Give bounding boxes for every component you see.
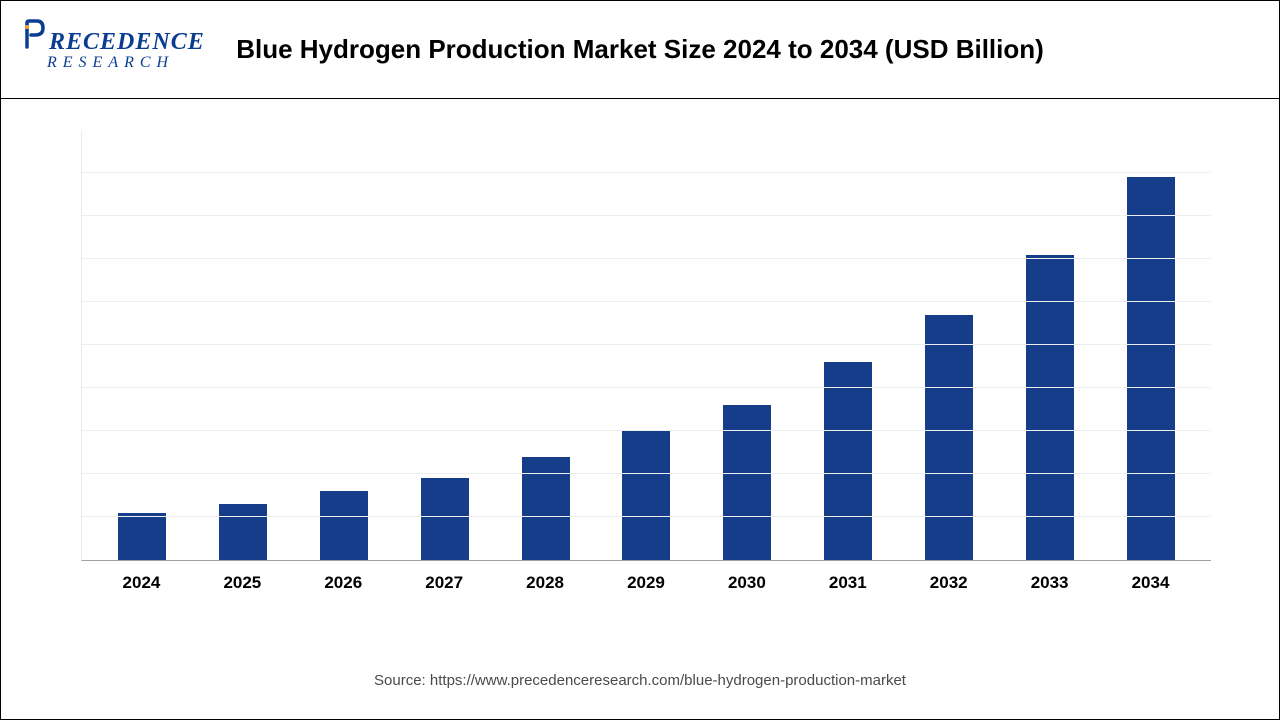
bar-slot <box>899 131 1000 560</box>
bar <box>622 431 670 560</box>
bar-slot <box>798 131 899 560</box>
bar-slot <box>697 131 798 560</box>
gridline <box>82 301 1211 302</box>
bar-slot <box>193 131 294 560</box>
bar <box>1127 177 1175 560</box>
bar <box>320 491 368 560</box>
bar-slot <box>495 131 596 560</box>
logo-line1: RECEDENCE <box>21 19 211 56</box>
chart-area: 2024202520262027202820292030203120322033… <box>81 131 1211 601</box>
bar <box>421 478 469 560</box>
gridline <box>82 516 1211 517</box>
x-axis-label: 2033 <box>999 573 1100 593</box>
x-axis-label: 2024 <box>91 573 192 593</box>
header: RECEDENCE RESEARCH Blue Hydrogen Product… <box>1 1 1279 99</box>
x-axis-label: 2027 <box>394 573 495 593</box>
bar-slot <box>92 131 193 560</box>
gridline <box>82 215 1211 216</box>
bar <box>824 362 872 560</box>
gridline <box>82 473 1211 474</box>
x-axis-label: 2032 <box>898 573 999 593</box>
x-axis-label: 2029 <box>596 573 697 593</box>
source-text: Source: https://www.precedenceresearch.c… <box>1 672 1279 689</box>
bar <box>925 315 973 560</box>
bar-slot <box>999 131 1100 560</box>
bar-slot <box>596 131 697 560</box>
bars-container <box>82 131 1211 560</box>
bar <box>118 513 166 560</box>
x-axis-label: 2030 <box>696 573 797 593</box>
x-axis-label: 2025 <box>192 573 293 593</box>
gridline <box>82 430 1211 431</box>
x-axis-label: 2028 <box>495 573 596 593</box>
x-axis-label: 2034 <box>1100 573 1201 593</box>
gridline <box>82 344 1211 345</box>
logo-line2: RESEARCH <box>47 54 211 72</box>
bar-slot <box>294 131 395 560</box>
gridline <box>82 258 1211 259</box>
chart-frame: RECEDENCE RESEARCH Blue Hydrogen Product… <box>0 0 1280 720</box>
bar-slot <box>1100 131 1201 560</box>
gridline <box>82 387 1211 388</box>
x-axis-label: 2031 <box>797 573 898 593</box>
plot-region <box>81 131 1211 561</box>
logo-icon <box>21 19 47 56</box>
bar-slot <box>394 131 495 560</box>
x-axis-label: 2026 <box>293 573 394 593</box>
bar <box>723 405 771 560</box>
logo-text-1: RECEDENCE <box>49 29 205 56</box>
gridline <box>82 172 1211 173</box>
x-axis-labels: 2024202520262027202820292030203120322033… <box>81 573 1211 593</box>
logo: RECEDENCE RESEARCH <box>21 19 211 72</box>
bar <box>219 504 267 560</box>
